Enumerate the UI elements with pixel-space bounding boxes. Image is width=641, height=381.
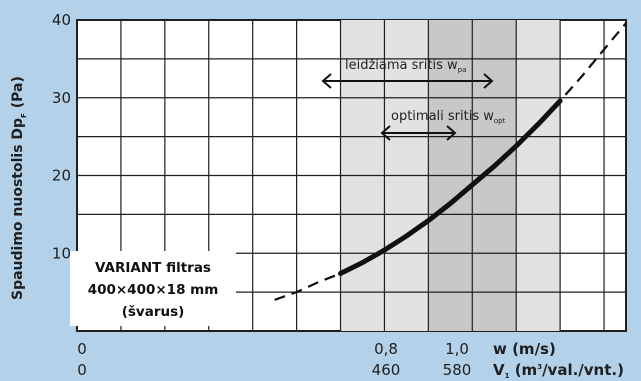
x-tick-label-v: 0 (77, 361, 87, 379)
optimal-zone-label-main: optimali sritis w (391, 109, 494, 124)
x-axis-unit-v-a: (m (509, 361, 537, 379)
y-tick-label: 20 (52, 167, 71, 185)
x-axis-unit-v-symbol: V (493, 361, 505, 379)
x-axis-unit-v: V1 (m3/val./vnt.) (493, 361, 624, 380)
filter-note-line-1: VARIANT filtras (95, 260, 211, 276)
y-axis-label-main: Spaudimo nuostolis Dp (10, 118, 26, 300)
allowed-zone-label: leidžiama sritis wpa (345, 58, 466, 74)
x-tick-label-v: 460 (372, 361, 401, 379)
y-axis-label: Spaudimo nuostolis DpF (Pa) (10, 76, 28, 300)
allowed-zone-label-sub: pa (458, 66, 467, 74)
optimal-zone-label-sub: opt (494, 117, 506, 125)
x-tick-label-v: 580 (443, 361, 472, 379)
y-tick-label: 10 (52, 244, 71, 262)
y-tick-label: 40 (52, 11, 71, 29)
x-axis-unit-w: w (m/s) (493, 340, 556, 358)
optimal-zone-label: optimali sritis wopt (391, 109, 506, 125)
allowed-zone-label-main: leidžiama sritis w (345, 58, 458, 73)
filter-note-line-3: (švarus) (122, 304, 185, 320)
x-tick-label-w: 0,8 (374, 340, 398, 358)
x-tick-label-w: 0 (77, 340, 87, 358)
x-tick-label-w: 1,0 (445, 340, 469, 358)
x-axis-unit-v-b: /val./vnt.) (542, 361, 624, 379)
filter-note-line-2: 400×400×18 mm (88, 282, 219, 298)
y-axis-label-unit: (Pa) (10, 76, 26, 113)
y-tick-label: 30 (52, 89, 71, 107)
